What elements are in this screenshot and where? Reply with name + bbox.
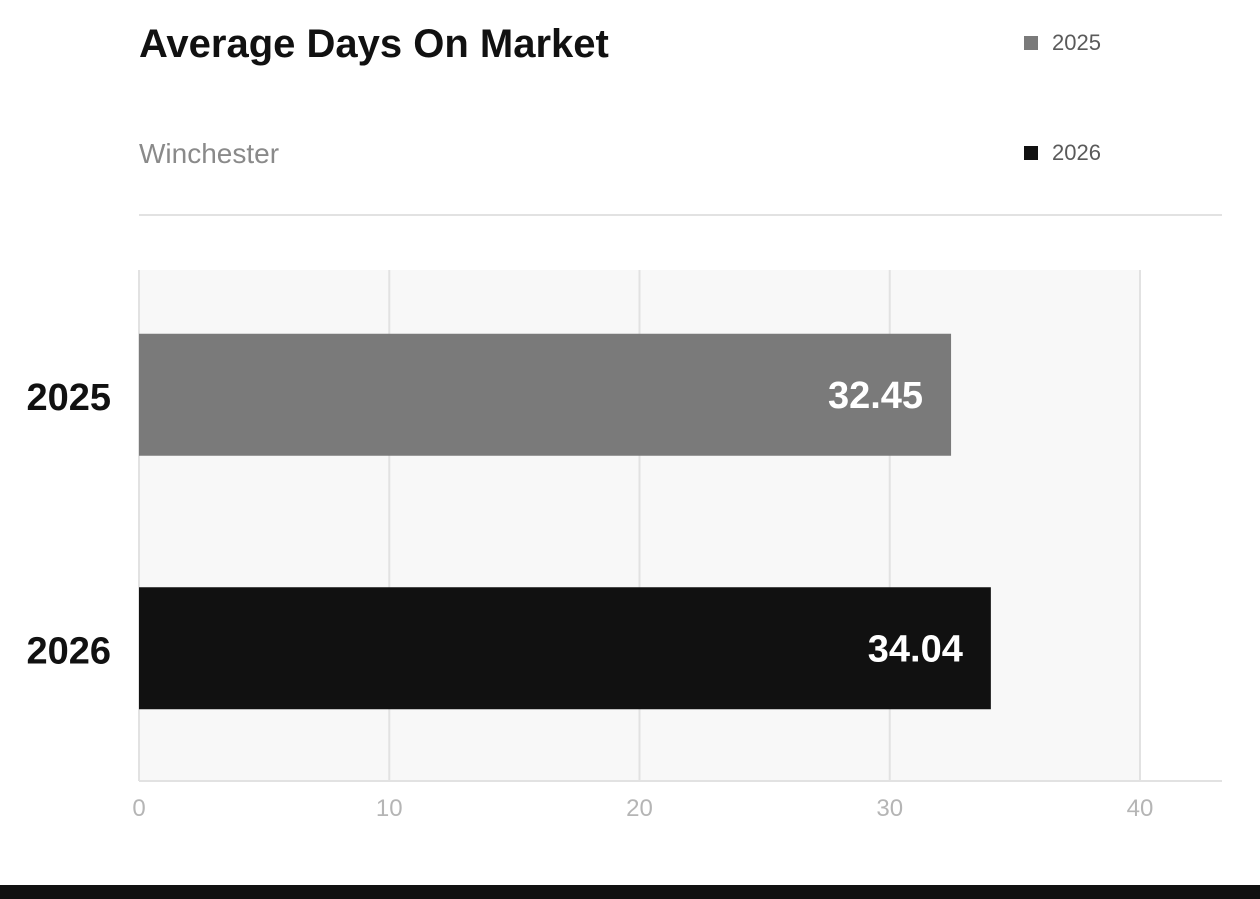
bar-2026 [139,587,991,710]
x-tick-label-10: 10 [376,795,403,822]
bar-value-label-2025: 32.45 [828,375,923,417]
x-tick-label-20: 20 [626,795,653,822]
category-label-2025: 2025 [26,377,111,419]
legend-item-2025[interactable]: 2025 [1024,30,1101,56]
category-label-2026: 2026 [26,630,111,672]
bar-2025 [139,333,952,456]
x-tick-label-0: 0 [132,795,145,822]
legend-label-2025: 2025 [1052,30,1101,55]
bar-value-label-2026: 34.04 [868,628,963,670]
footer-bar [0,885,1260,899]
chart-title: Average Days On Market [139,22,609,66]
bar-chart: 0 10 20 30 40 32.45 2025 34.04 2026 [26,270,1222,822]
x-tick-label-40: 40 [1127,795,1154,822]
legend-item-2026[interactable]: 2026 [1024,140,1101,166]
legend-swatch-2026 [1024,146,1038,160]
legend-swatch-2025 [1024,36,1038,50]
chart-subtitle: Winchester [139,138,280,169]
legend-label-2026: 2026 [1052,140,1101,165]
x-tick-label-30: 30 [876,795,903,822]
header-divider [139,214,1222,216]
